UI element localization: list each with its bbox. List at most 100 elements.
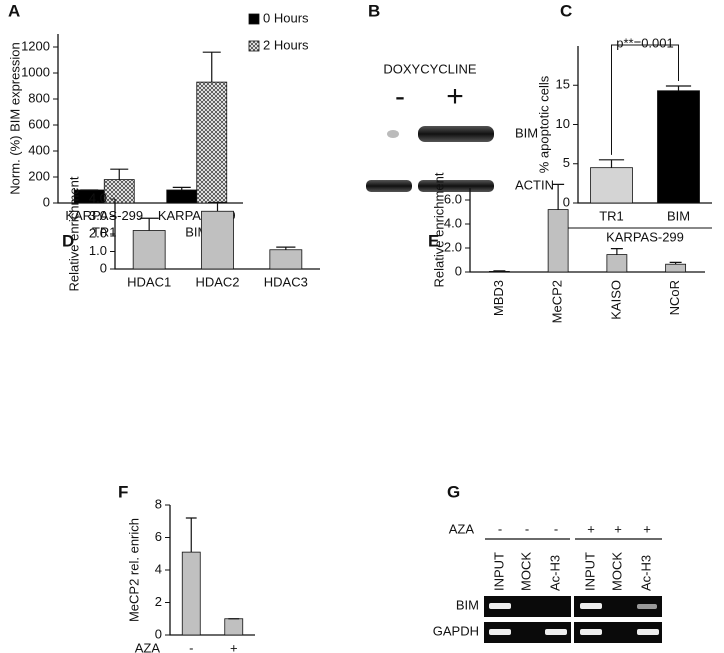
y-tick-label: 15 — [556, 77, 570, 92]
blot-band — [418, 126, 494, 142]
y-tick-label: 1.0 — [89, 243, 107, 258]
bar — [224, 618, 244, 636]
legend-label: 2 Hours — [263, 37, 309, 52]
error-bar — [552, 183, 565, 210]
condition: + — [643, 521, 651, 536]
row-label: ACTIN — [515, 177, 554, 192]
condition: - — [554, 521, 558, 536]
bar — [590, 167, 633, 204]
x-tick-label: MBD3 — [491, 280, 506, 316]
y-axis-label: Norm. (%) BIM expression — [7, 42, 22, 194]
y-tick-label: 6 — [155, 529, 162, 544]
x-tick-label: KARPAS-299 TR1 — [65, 208, 143, 239]
legend-swatch — [248, 40, 260, 52]
x-tick-label: + — [230, 640, 238, 653]
y-tick-label: 200 — [28, 168, 50, 183]
x-tick-label: NCoR — [667, 280, 682, 315]
x-tick-label: HDAC2 — [195, 274, 239, 289]
panel-label: C — [560, 1, 572, 20]
row-label: BIM — [515, 125, 538, 140]
y-tick-label: 3.0 — [89, 208, 107, 223]
bar — [657, 90, 700, 204]
y-axis-label: MeCP2 rel. enrich — [126, 518, 141, 622]
error-bar — [276, 246, 296, 250]
bar — [606, 254, 628, 273]
y-tick-label: 0 — [455, 263, 462, 278]
condition: - — [498, 521, 502, 536]
gel — [484, 622, 571, 643]
x-tick-label: MeCP2 — [550, 280, 565, 323]
y-axis-label: Relative enrichment — [66, 176, 81, 291]
lane-label: MOCK — [518, 552, 533, 591]
y-tick-label: 600 — [28, 116, 50, 131]
lane-label: INPUT — [491, 552, 506, 591]
panel-label: A — [8, 1, 20, 20]
gel-band — [580, 629, 602, 635]
error-bar — [598, 159, 625, 168]
legend-label: 0 Hours — [263, 10, 309, 25]
lane-label: INPUT — [582, 552, 597, 591]
condition: + — [587, 521, 595, 536]
bar — [488, 270, 510, 273]
x-tick-label: - — [189, 640, 193, 653]
row-label: GAPDH — [433, 623, 479, 638]
y-tick-label: 4.0 — [89, 190, 107, 205]
bar — [547, 209, 569, 273]
blot-band — [366, 180, 412, 192]
significance-bracket — [611, 44, 679, 155]
bar — [196, 81, 228, 204]
panel-label: E — [428, 231, 439, 250]
y-tick-label: 4.0 — [444, 215, 462, 230]
condition: - — [525, 521, 529, 536]
y-tick-label: 2.0 — [444, 239, 462, 254]
error-bar — [202, 51, 221, 83]
bar — [665, 263, 687, 273]
y-tick-label: 400 — [28, 142, 50, 157]
error-bar — [172, 186, 191, 190]
treatment-label: AZA — [449, 521, 475, 536]
error-bar — [493, 270, 506, 272]
y-axis-label: Relative enrichment — [431, 172, 446, 287]
blot-band — [418, 180, 494, 192]
lane-label: Ac-H3 — [547, 555, 562, 591]
y-tick-label: 1200 — [21, 38, 50, 53]
panel-label: D — [62, 231, 74, 250]
condition: - — [395, 80, 405, 113]
condition: + — [446, 80, 464, 113]
error-bar — [110, 168, 129, 180]
y-tick-label: 6.0 — [444, 191, 462, 206]
x-tick-label: HDAC3 — [264, 274, 308, 289]
y-tick-label: 2.0 — [89, 225, 107, 240]
row-label: BIM — [456, 597, 479, 612]
lane-label: MOCK — [609, 552, 624, 591]
panel-label: B — [368, 1, 380, 20]
x-tick-label: BIM — [667, 208, 690, 223]
y-tick-label: 10 — [556, 116, 570, 131]
bar — [181, 551, 201, 636]
condition: + — [614, 521, 622, 536]
error-bar — [665, 85, 692, 91]
y-tick-label: 5 — [563, 155, 570, 170]
x-tick-label: TR1 — [599, 208, 624, 223]
y-tick-label: 2 — [155, 594, 162, 609]
y-tick-label: 0 — [100, 260, 107, 275]
y-tick-label: 800 — [28, 90, 50, 105]
group-label: KARPAS-299 — [606, 229, 684, 244]
y-tick-label: 1000 — [21, 64, 50, 79]
gel-band — [489, 603, 511, 609]
y-tick-label: 0 — [43, 194, 50, 209]
treatment-label: DOXYCYCLINE — [383, 61, 477, 76]
bar — [132, 230, 166, 270]
error-bar — [669, 261, 682, 265]
bar — [269, 249, 303, 270]
panel-label: F — [118, 482, 128, 501]
lane-label: Ac-H3 — [638, 555, 653, 591]
bar — [166, 189, 198, 204]
gel-band — [637, 604, 657, 609]
error-bar — [207, 201, 228, 212]
gel — [484, 596, 571, 617]
gel — [574, 596, 662, 617]
gel-band — [545, 629, 567, 635]
x-axis-label: AZA — [135, 640, 161, 653]
